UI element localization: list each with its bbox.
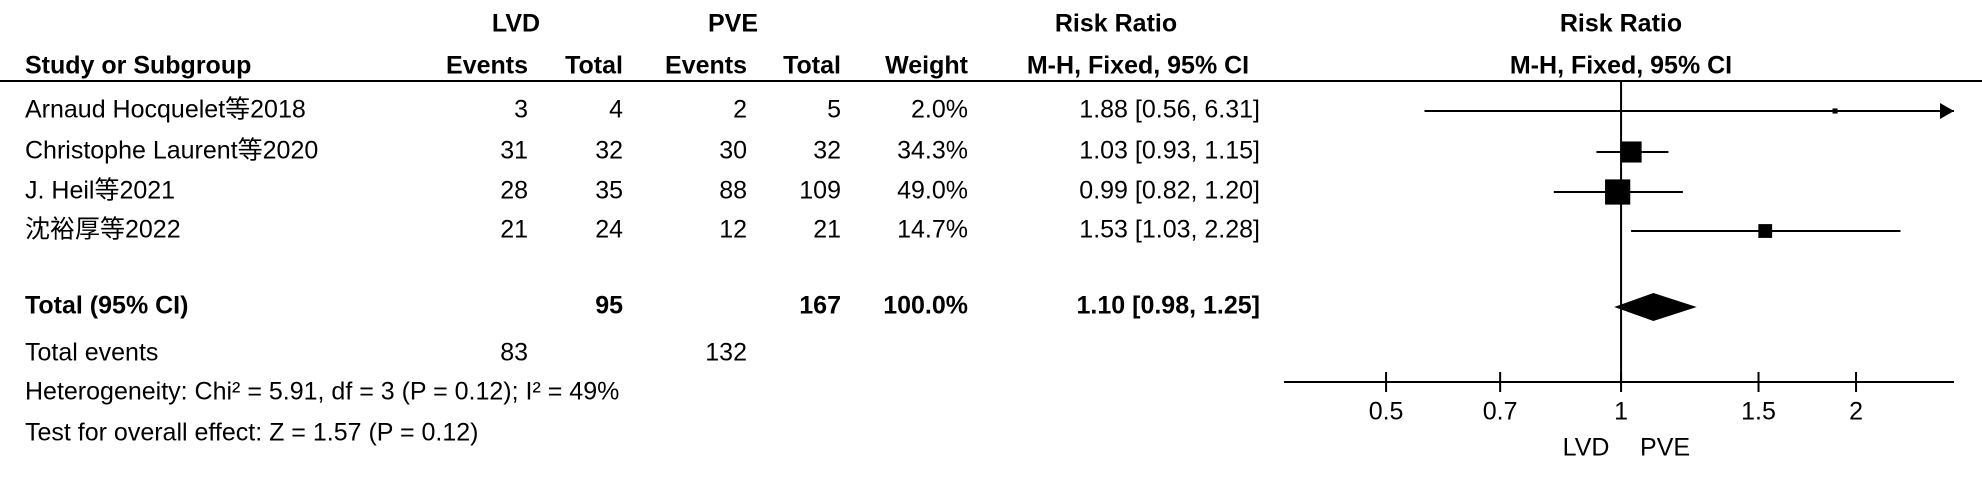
ci-arrow [1940, 103, 1954, 119]
cell: 88 [719, 177, 747, 205]
study-name: Arnaud Hocquelet等2018 [25, 96, 306, 124]
rr-label: 1.53 [1.03, 2.28] [1079, 216, 1260, 244]
column-header: Total [783, 52, 841, 80]
cell: 83 [500, 339, 528, 367]
rr-label: 1.10 [0.98, 1.25] [1077, 292, 1260, 320]
plot-header: Risk Ratio [1560, 10, 1682, 38]
overall-effect: Test for overall effect: Z = 1.57 (P = 0… [25, 419, 478, 447]
x-tick-label: 2 [1849, 398, 1863, 426]
rr-label: 1.03 [0.93, 1.15] [1079, 137, 1260, 165]
heterogeneity: Heterogeneity: Chi² = 5.91, df = 3 (P = … [25, 378, 619, 406]
summary-diamond [1614, 293, 1697, 321]
column-header: Study or Subgroup [25, 52, 251, 80]
study-name: 沈裕厚等2022 [25, 216, 181, 244]
cell: 3 [514, 96, 528, 124]
cell: 30 [719, 137, 747, 165]
weight-label: 14.7% [897, 216, 968, 244]
cell: 132 [705, 339, 747, 367]
cell: 31 [500, 137, 528, 165]
cell: 5 [827, 96, 841, 124]
effect-square [1605, 179, 1631, 205]
weight-label: 49.0% [897, 177, 968, 205]
column-header: Weight [885, 52, 969, 80]
cell: 109 [799, 177, 841, 205]
column-header: Events [446, 52, 528, 80]
effect-square [1620, 141, 1642, 163]
cell: 12 [719, 216, 747, 244]
cell: 24 [595, 216, 623, 244]
group-header: PVE [708, 10, 758, 38]
cell: 2 [733, 96, 747, 124]
x-tick-label: 1.5 [1741, 398, 1776, 426]
effect-square [1832, 108, 1838, 114]
total-events-label: Total events [25, 339, 158, 367]
x-tick-label: 0.7 [1483, 398, 1518, 426]
cell: 4 [609, 96, 623, 124]
column-header: M-H, Fixed, 95% CI [1027, 52, 1249, 80]
cell: 95 [595, 292, 623, 320]
group-header: Risk Ratio [1055, 10, 1177, 38]
plot-header: M-H, Fixed, 95% CI [1510, 52, 1732, 80]
x-tick-label: 0.5 [1369, 398, 1404, 426]
study-name: J. Heil等2021 [25, 177, 175, 205]
cell: 28 [500, 177, 528, 205]
weight-label: 34.3% [897, 137, 968, 165]
cell: 35 [595, 177, 623, 205]
column-header: Events [665, 52, 747, 80]
group-header: LVD [492, 10, 540, 38]
cell: 21 [500, 216, 528, 244]
cell: 21 [813, 216, 841, 244]
study-name: Christophe Laurent等2020 [25, 137, 318, 165]
cell: 32 [595, 137, 623, 165]
total-label: Total (95% CI) [25, 292, 188, 320]
cell: 167 [799, 292, 841, 320]
weight-label: 100.0% [883, 292, 968, 320]
rr-label: 0.99 [0.82, 1.20] [1079, 177, 1260, 205]
favours-label: PVE [1640, 434, 1690, 462]
favours-label: LVD [1563, 434, 1610, 462]
effect-square [1758, 224, 1773, 238]
cell: 32 [813, 137, 841, 165]
weight-label: 2.0% [911, 96, 968, 124]
rr-label: 1.88 [0.56, 6.31] [1079, 96, 1260, 124]
column-header: Total [565, 52, 623, 80]
x-tick-label: 1 [1614, 398, 1628, 426]
